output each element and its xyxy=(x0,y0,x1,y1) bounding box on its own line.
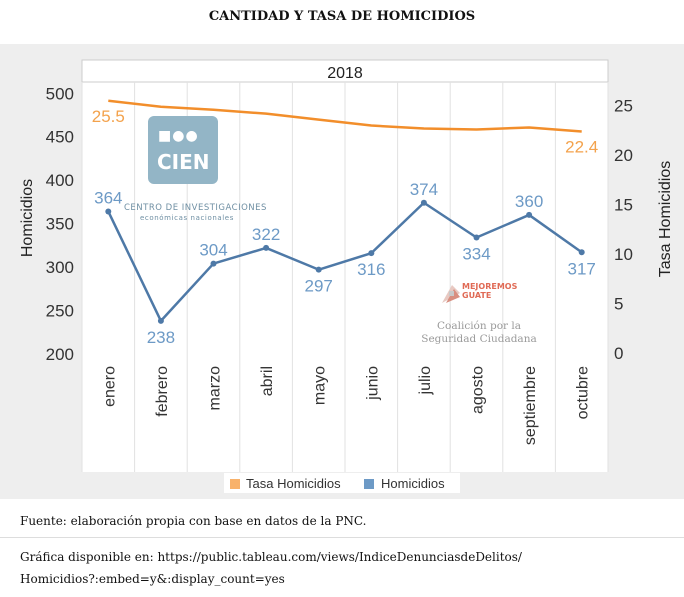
data-label-homicidios: 322 xyxy=(252,225,280,244)
y-right-tick-label: 20 xyxy=(614,146,633,165)
legend-label-homicidios: Homicidios xyxy=(381,476,445,491)
line-chart: 2018 500 450 400 350 300 250 200 25 20 15 10 5 0 ener… xyxy=(19,59,674,472)
link-line-2: Homicidios?:embed=y&:display_count=yes xyxy=(20,572,285,586)
y-right-tick-label: 25 xyxy=(614,97,633,116)
source-note: Fuente: elaboración propia con base en d… xyxy=(20,514,367,528)
y-left-tick-label: 400 xyxy=(46,171,74,190)
cien-logo-word: CIEN xyxy=(157,150,210,174)
x-tick-label: abril xyxy=(259,366,276,396)
data-label-homicidios: 297 xyxy=(305,277,333,296)
data-label-homicidios: 317 xyxy=(568,259,596,278)
cien-logo-mark: ■●● xyxy=(158,128,199,144)
link-note: Gráfica disponible en: https://public.ta… xyxy=(20,546,670,590)
data-point-homicidios xyxy=(263,244,270,251)
x-tick-label: mayo xyxy=(312,366,329,405)
y-left-tick-label: 200 xyxy=(46,345,74,364)
data-point-homicidios xyxy=(157,317,164,324)
data-label-homicidios: 238 xyxy=(147,328,175,347)
link-line-1: Gráfica disponible en: https://public.ta… xyxy=(20,550,522,564)
legend-swatch-tasa xyxy=(230,479,240,489)
x-tick-label: marzo xyxy=(207,366,224,411)
x-tick-label: octubre xyxy=(575,366,592,419)
coalicion-line2: Seguridad Ciudadana xyxy=(421,333,537,345)
y-left-tick-label: 250 xyxy=(46,301,74,320)
x-tick-label: septiembre xyxy=(522,366,539,445)
y-right-tick-label: 5 xyxy=(614,295,623,314)
chart-title: CANTIDAD Y TASA DE HOMICIDIOS xyxy=(208,9,476,24)
y-right-tick-label: 10 xyxy=(614,245,633,264)
data-label-tasa: 22.4 xyxy=(565,137,598,156)
y-right-axis-label: Tasa Homicidios xyxy=(657,161,674,277)
coalicion-logo-text: Coalición por la Seguridad Ciudadana xyxy=(420,320,538,346)
footer-divider xyxy=(0,537,684,538)
data-point-homicidios xyxy=(420,199,427,206)
cien-logo: ■●● CIEN xyxy=(148,116,218,184)
y-left-tick-label: 300 xyxy=(46,258,74,277)
y-left-tick-label: 500 xyxy=(46,84,74,103)
data-label-homicidios: 334 xyxy=(462,245,490,264)
x-tick-label: enero xyxy=(101,366,118,407)
data-label-tasa: 25.5 xyxy=(92,107,125,126)
series-line-homicidios xyxy=(107,201,583,323)
coalicion-brand-line2: GUATE xyxy=(462,291,492,300)
y-right-tick-label: 0 xyxy=(614,344,623,363)
data-point-homicidios xyxy=(578,249,585,256)
coalicion-logo-icon xyxy=(442,285,460,303)
data-point-homicidios xyxy=(526,211,533,218)
data-label-homicidios: 364 xyxy=(94,188,122,207)
legend-label-tasa: Tasa Homicidios xyxy=(246,476,341,491)
data-point-homicidios xyxy=(315,266,322,273)
x-tick-label: junio xyxy=(364,366,381,401)
data-label-homicidios: 316 xyxy=(357,260,385,279)
data-point-homicidios xyxy=(105,208,112,215)
coalicion-line1: Coalición por la xyxy=(436,320,521,332)
series-line-tasa-homicidios xyxy=(108,99,582,133)
legend: Tasa Homicidios Homicidios xyxy=(224,473,460,493)
x-tick-label: julio xyxy=(417,366,434,396)
coalicion-brand: MEJOREMOS GUATE xyxy=(462,282,517,300)
data-point-homicidios xyxy=(210,260,217,267)
cien-subtitle-small: económicas nacionales xyxy=(140,214,234,222)
x-tick-label: agosto xyxy=(470,366,487,414)
year-header: 2018 xyxy=(327,65,363,82)
y-left-tick-label: 450 xyxy=(46,128,74,147)
y-left-axis-label: Homicidios xyxy=(19,179,36,257)
y-right-tick-label: 15 xyxy=(614,196,633,215)
cien-subtitle: CENTRO DE INVESTIGACIONES xyxy=(124,203,267,213)
coalicion-brand-line1: MEJOREMOS xyxy=(462,282,518,291)
x-tick-label: febrero xyxy=(154,366,171,417)
data-label-homicidios: 374 xyxy=(410,180,438,199)
data-label-homicidios: 360 xyxy=(515,192,543,211)
data-point-homicidios xyxy=(368,250,375,257)
legend-swatch-homicidios xyxy=(364,479,374,489)
y-left-tick-label: 350 xyxy=(46,215,74,234)
data-label-homicidios: 304 xyxy=(199,241,227,260)
data-point-homicidios xyxy=(473,234,480,241)
